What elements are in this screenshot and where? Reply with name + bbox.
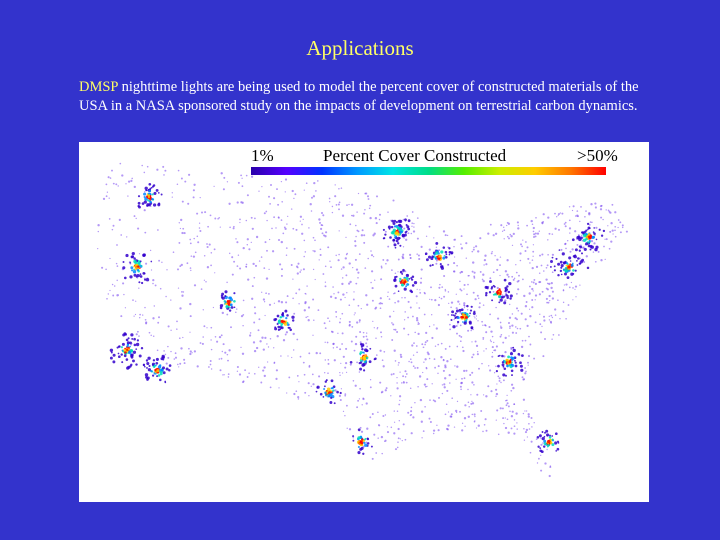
- usa-nighttime-lights-map: [97, 162, 628, 478]
- map-light-dots: [97, 162, 628, 478]
- body-description: nighttime lights are being used to model…: [79, 79, 639, 114]
- slide-title: Applications: [306, 36, 414, 60]
- legend-color-bar: [251, 167, 606, 175]
- legend-min-label: 1%: [251, 146, 274, 165]
- map-panel: 1% Percent Cover Constructed >50%: [79, 142, 649, 502]
- legend-title: Percent Cover Constructed: [323, 146, 507, 165]
- body-text: DMSP nighttime lights are being used to …: [79, 78, 639, 116]
- body-highlight: DMSP: [79, 79, 118, 95]
- legend-max-label: >50%: [577, 146, 618, 165]
